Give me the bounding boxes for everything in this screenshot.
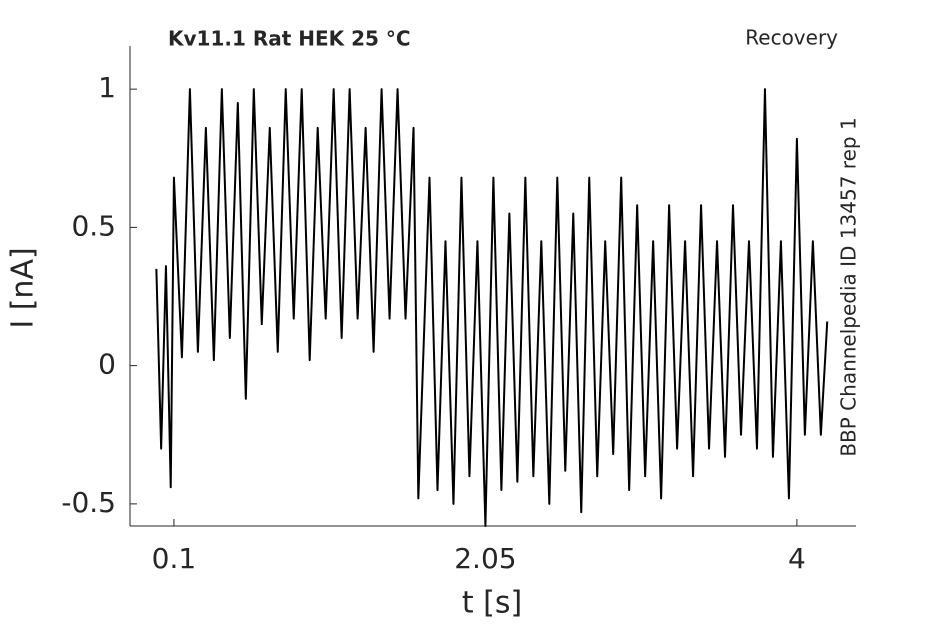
chart-subtitle: Recovery: [745, 26, 838, 50]
x-tick-label: 4: [788, 542, 806, 575]
y-tick-label: 0.5: [71, 209, 116, 242]
chart-title: Kv11.1 Rat HEK 25 °C: [168, 27, 411, 51]
y-tick-label: 1: [98, 71, 116, 104]
trace-line: [155, 88, 829, 527]
y-tick-label: -0.5: [61, 486, 116, 519]
y-axis-label: I [nA]: [6, 247, 41, 328]
x-tick-label: 2.05: [454, 542, 516, 575]
y-tick-label: 0: [98, 348, 116, 381]
annotation: BBP Channelpedia ID 13457 rep 1: [837, 117, 861, 456]
x-tick-label: 0.1: [152, 542, 197, 575]
x-axis-label: t [s]: [462, 586, 522, 621]
